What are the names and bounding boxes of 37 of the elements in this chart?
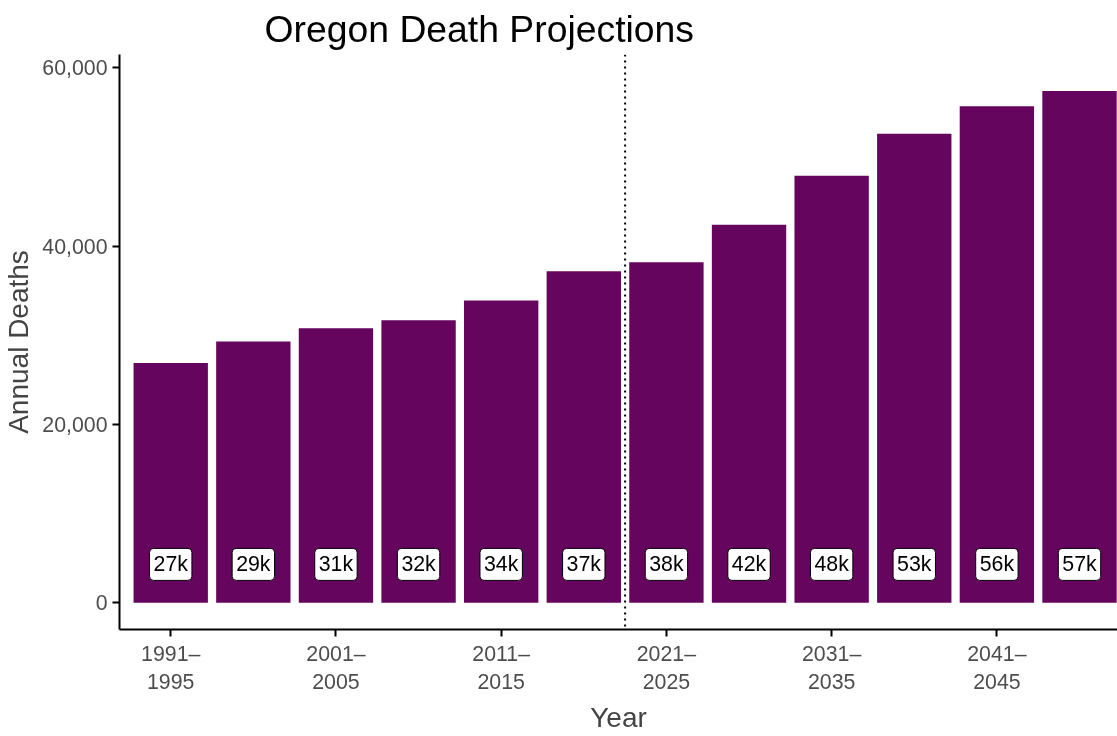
bar: [959, 106, 1035, 603]
x-tick-label: 2041– 2045: [967, 641, 1027, 695]
data-label: 38k: [649, 552, 684, 577]
bar: [794, 175, 869, 603]
data-label: 29k: [236, 552, 271, 577]
y-tick-label: 20,000: [42, 412, 108, 437]
data-label: 42k: [731, 552, 767, 577]
data-label: 37k: [566, 552, 602, 577]
data-label: 27k: [153, 552, 189, 577]
chart-title: Oregon Death Projections: [264, 7, 695, 50]
data-label: 53k: [897, 552, 932, 577]
bar: [877, 133, 952, 603]
bar: [629, 262, 704, 603]
bar: [711, 224, 787, 603]
data-label: 31k: [318, 552, 354, 577]
x-axis-title: Year: [590, 702, 647, 734]
bar: [216, 341, 291, 603]
bar: [464, 300, 539, 603]
bar: [546, 271, 621, 603]
bar: [298, 328, 374, 603]
x-tick-label: 2031– 2035: [801, 641, 862, 695]
x-tick-label: 2001– 2005: [306, 641, 366, 695]
y-tick-label: 0: [95, 591, 108, 616]
x-tick-label: 1991– 1995: [141, 641, 201, 695]
x-tick-label: 2011– 2015: [472, 641, 531, 695]
bar: [1042, 91, 1117, 603]
bar: [133, 362, 208, 603]
y-tick-label: 40,000: [42, 234, 108, 259]
bar: [381, 320, 456, 603]
data-label: 56k: [979, 552, 1015, 577]
data-label: 57k: [1062, 552, 1098, 577]
data-label: 48k: [814, 552, 850, 577]
data-label: 34k: [483, 552, 519, 577]
y-axis-title: Annual Deaths: [3, 250, 35, 434]
data-label: 32k: [401, 552, 437, 577]
x-tick-label: 2021– 2025: [636, 641, 697, 695]
y-tick-label: 60,000: [42, 56, 108, 81]
